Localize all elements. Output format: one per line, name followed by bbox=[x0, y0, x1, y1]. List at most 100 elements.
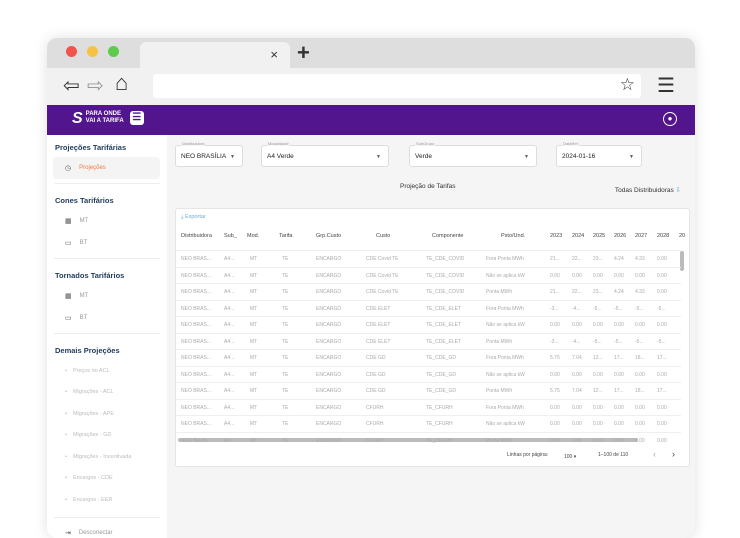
maximize-window-button[interactable] bbox=[108, 46, 119, 57]
column-header[interactable]: 2024 bbox=[572, 233, 584, 239]
sidebar-item-label: MT bbox=[80, 218, 89, 224]
section-title: Tornados Tarifários bbox=[47, 263, 167, 285]
table-cell: 0.00 bbox=[593, 273, 603, 279]
home-icon[interactable]: ⌂ bbox=[115, 70, 128, 96]
column-header[interactable]: Grp.Custo bbox=[316, 233, 341, 239]
table-cell: TE_CFURH bbox=[426, 405, 453, 411]
table-cell: 21... bbox=[550, 256, 560, 262]
sidebar-item-label: Projeções bbox=[79, 165, 106, 171]
table-cell: 0.00 bbox=[593, 405, 603, 411]
sidebar-item-bt[interactable]: ▭BT bbox=[53, 307, 160, 329]
sidebar-subitem[interactable]: •Preços no ACL bbox=[47, 360, 167, 382]
table-cell: TE bbox=[282, 421, 288, 427]
data-grid: ⤓ Exportar Linhas por página: 100 ▾ 1–10… bbox=[175, 208, 690, 467]
new-tab-icon[interactable]: + bbox=[297, 40, 310, 66]
table-cell: MT bbox=[250, 289, 257, 295]
browser-tab[interactable]: × bbox=[140, 42, 290, 68]
sidebar-subitem[interactable]: •Encargos - CDE bbox=[47, 468, 167, 490]
logout-button[interactable]: ⇥Desconectar bbox=[53, 522, 160, 538]
column-header[interactable]: Distribuidora bbox=[181, 233, 212, 239]
filter-value: 2024-01-16 bbox=[562, 153, 595, 160]
sidebar-item-bt[interactable]: ▭BT bbox=[53, 232, 160, 254]
table-cell: NEO BRAS... bbox=[181, 355, 211, 361]
table-cell: -4... bbox=[572, 339, 581, 345]
forward-icon[interactable]: ⇨ bbox=[87, 73, 104, 98]
sidebar-subitem[interactable]: • Migrações - GD bbox=[47, 425, 167, 447]
column-header[interactable]: 2027 bbox=[635, 233, 647, 239]
table-cell: 0.00 bbox=[635, 438, 645, 444]
table-cell: 0.00 bbox=[572, 421, 582, 427]
column-header[interactable]: Sub_ bbox=[224, 233, 237, 239]
tab-close-icon[interactable]: × bbox=[270, 47, 278, 62]
column-header[interactable]: 2026 bbox=[614, 233, 626, 239]
table-cell: Não se aplica kW bbox=[486, 322, 525, 328]
back-icon[interactable]: ⇦ bbox=[63, 73, 80, 98]
browser-menu-icon[interactable]: ☰ bbox=[657, 73, 675, 98]
prev-page-button[interactable]: ‹ bbox=[653, 449, 656, 459]
sidebar-item-mt[interactable]: ▦MT bbox=[53, 285, 160, 307]
star-icon[interactable]: ☆ bbox=[620, 75, 635, 95]
minimize-window-button[interactable] bbox=[87, 46, 98, 57]
table-cell: Fora Ponta MWh bbox=[486, 405, 524, 411]
table-cell: MT bbox=[250, 322, 257, 328]
column-header[interactable]: Mod. bbox=[247, 233, 259, 239]
sidebar-subitem-label: Migrações - GD bbox=[73, 432, 112, 438]
sidebar-item-projeções[interactable]: ◷Projeções bbox=[53, 157, 160, 179]
table-cell: 7.04 bbox=[572, 388, 582, 394]
close-window-button[interactable] bbox=[66, 46, 77, 57]
all-distributors-download[interactable]: Todas Distribuidoras ⇩ bbox=[615, 186, 681, 194]
table-cell: 0.00 bbox=[635, 421, 645, 427]
rows-per-page-select[interactable]: 100 ▾ bbox=[564, 454, 576, 460]
column-header[interactable]: 2025 bbox=[593, 233, 605, 239]
column-header[interactable]: Tarifa bbox=[279, 233, 292, 239]
column-header[interactable]: Custo bbox=[376, 233, 390, 239]
chart-icon: ▦ bbox=[65, 217, 72, 225]
table-cell: 12... bbox=[593, 355, 603, 361]
table-cell: -5... bbox=[657, 339, 666, 345]
sidebar-subitem[interactable]: •Migrações - APE bbox=[47, 403, 167, 425]
column-header[interactable]: Componente bbox=[432, 233, 464, 239]
table-cell: MT bbox=[250, 372, 257, 378]
table-cell: TE bbox=[282, 306, 288, 312]
table-cell: NEO BRAS... bbox=[181, 306, 211, 312]
section-title: Projeções Tarifárias bbox=[47, 135, 167, 157]
sidebar-subitem[interactable]: •Migrações - ACL bbox=[47, 382, 167, 404]
table-cell: 22... bbox=[572, 256, 582, 262]
column-header[interactable]: Psto/Und. bbox=[501, 233, 525, 239]
table-cell: 0.00 bbox=[614, 421, 624, 427]
next-page-button[interactable]: › bbox=[672, 449, 675, 459]
column-header[interactable]: 2023 bbox=[550, 233, 562, 239]
bullet-icon: • bbox=[65, 454, 67, 460]
chevron-down-icon: ▼ bbox=[629, 154, 634, 160]
sidebar-subitem[interactable]: •Encargos - EER bbox=[47, 489, 167, 511]
column-header[interactable]: 20 bbox=[679, 233, 685, 239]
calendar-icon: ▭ bbox=[65, 239, 72, 247]
sidebar-item-mt[interactable]: ▦ MT bbox=[53, 210, 160, 232]
sidebar-subitem[interactable]: •Migrações - Incentivada bbox=[47, 446, 167, 468]
user-icon[interactable]: ● bbox=[663, 112, 677, 126]
menu-icon[interactable]: ☰ bbox=[130, 111, 144, 125]
export-button[interactable]: ⤓ Exportar bbox=[181, 214, 206, 221]
chevron-down-icon: ▼ bbox=[524, 154, 529, 160]
bullet-icon: • bbox=[65, 432, 67, 438]
table-cell: -3... bbox=[550, 306, 559, 312]
address-bar[interactable]: ☆ bbox=[153, 74, 641, 98]
column-header[interactable]: 2028 bbox=[657, 233, 669, 239]
